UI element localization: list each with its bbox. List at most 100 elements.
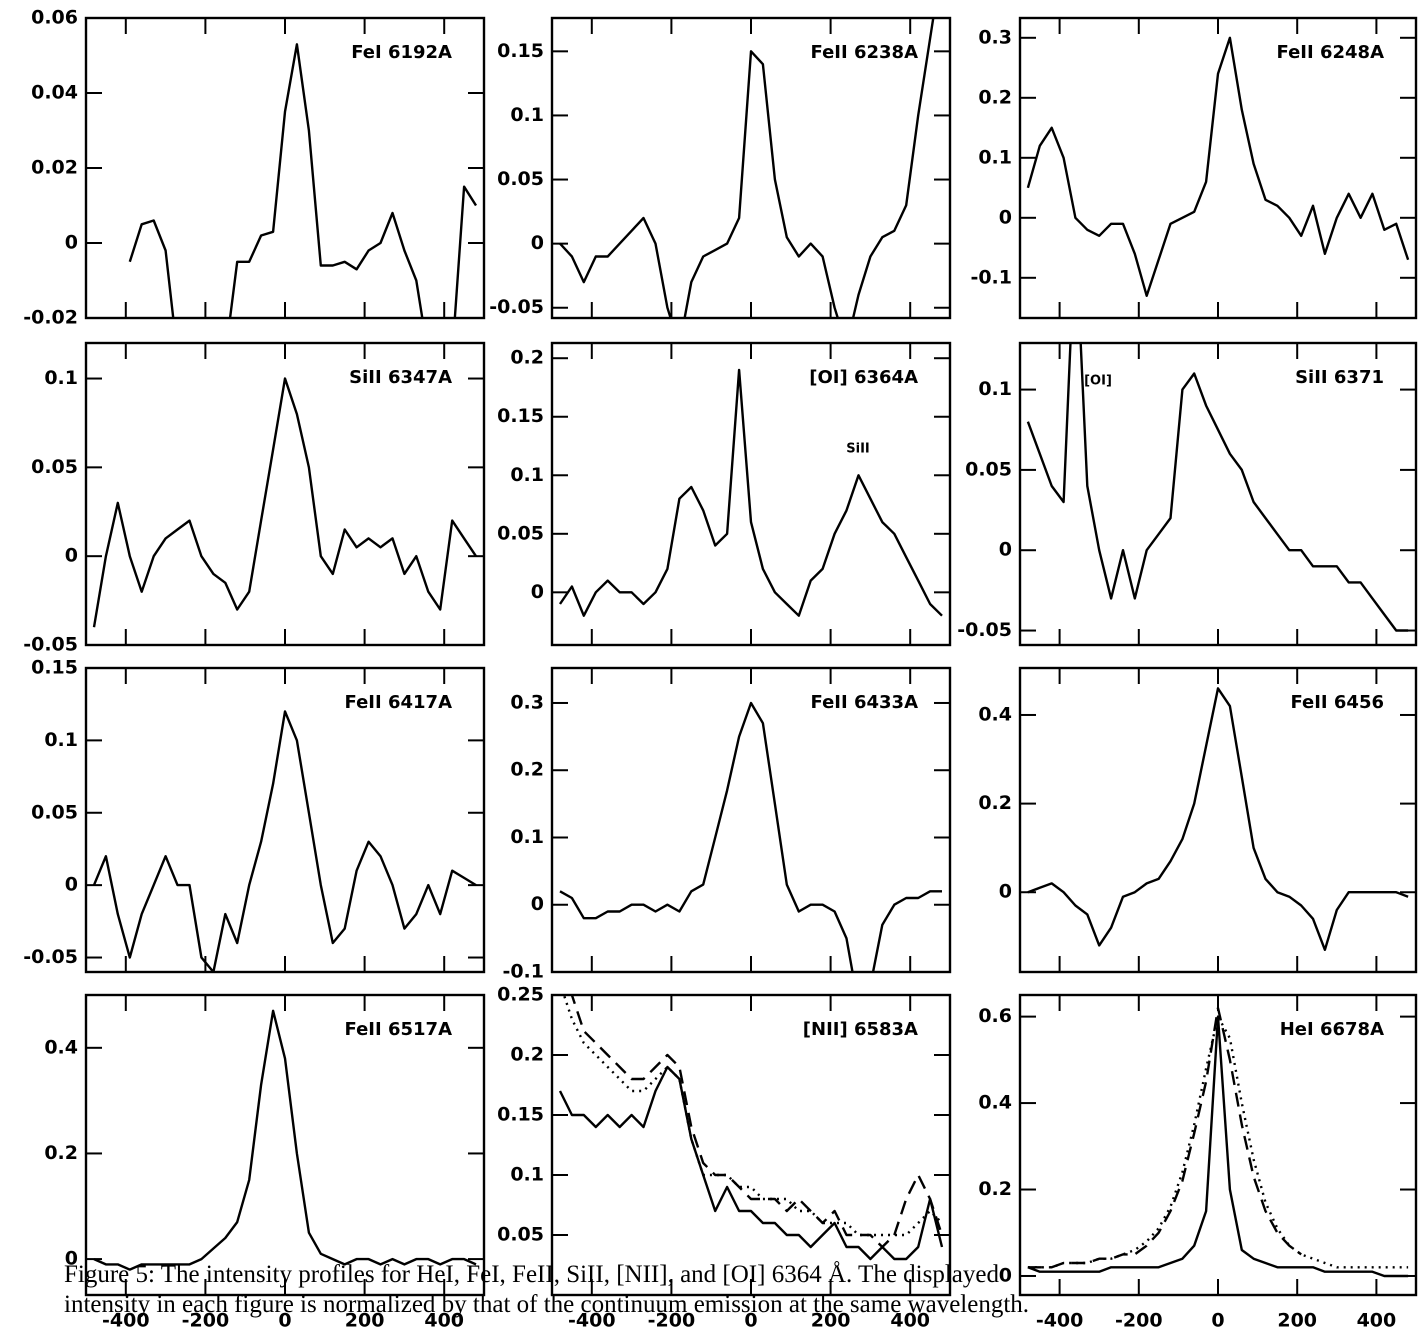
y-tick-label: 0.1 [510,104,544,126]
panel: -0.05 0 0.05 0.1 SiII 6371 [OI] [957,341,1418,647]
x-tick-label: -400 [1036,1310,1084,1332]
spectrum-line [1027,1015,1409,1278]
caption-line: Figure 5: The intensity profiles for HeI… [64,1261,999,1288]
y-tick-label: 0.1 [510,826,544,848]
y-tick-label: 0 [65,545,78,567]
y-tick-label: 0.4 [978,703,1012,725]
y-tick-label: 0.05 [31,456,78,478]
y-tick-label: 0.15 [497,1104,544,1126]
spectrum-line [1026,36,1410,297]
spectrum-line [92,710,477,972]
x-tick-label: 0 [278,1310,291,1332]
spectrum-line [558,1065,944,1261]
y-tick-label: -0.1 [970,266,1012,288]
y-tick-label: 0 [999,1264,1012,1286]
x-tick-label: -200 [182,1310,230,1332]
spectrum-line [1027,1015,1409,1269]
y-tick-label: 0 [999,206,1012,228]
frame [84,16,486,320]
y-tick-label: 0 [999,881,1012,903]
spectrum-line [559,701,942,972]
y-tick-label: 0.6 [978,1005,1012,1027]
y-tick-label: -0.02 [23,307,78,329]
frame [1018,993,1418,1297]
y-tick-label: -0.05 [23,634,78,656]
y-tick-label: 0.05 [965,458,1012,480]
y-tick-label: 0.3 [510,691,544,713]
y-tick-label: 0 [65,874,78,896]
y-tick-label: 0.1 [44,729,78,751]
y-tick-label: 0.1 [44,367,78,389]
panel: -0.05 0 0.05 0.1 0.15 FeII 6417A [23,657,486,974]
y-tick-label: 0.15 [31,657,78,679]
y-tick-label: 0 [531,581,544,603]
y-tick-label: 0.2 [978,1178,1012,1200]
y-tick-label: 0.06 [31,7,78,29]
x-tick-label: 0 [744,1310,757,1332]
y-tick-label: 0 [999,539,1012,561]
x-tick-label: 200 [1277,1310,1317,1332]
x-tick-label: 400 [424,1310,464,1332]
y-tick-label: 0.1 [978,378,1012,400]
spectrum-line [559,368,943,617]
panel-title: [NII] 6583A [803,1019,918,1040]
frame [550,666,952,974]
y-tick-label: 0.04 [31,82,78,104]
spectrum-line [128,43,478,318]
panel-title: FeII 6248A [1277,42,1385,63]
panel: -0.1 0 0.1 0.2 0.3 FeII 6433A [502,666,952,983]
frame [550,16,952,320]
x-tick-label: 200 [811,1310,851,1332]
y-tick-label: 0.05 [497,168,544,190]
y-tick-label: 0.25 [497,984,544,1006]
y-tick-label: 0.2 [44,1142,78,1164]
panel-title: FeII 6238A [811,42,919,63]
y-tick-label: 0.3 [978,26,1012,48]
y-tick-label: 0 [65,1248,78,1270]
panel-title: FeI 6192A [351,42,452,63]
y-tick-label: 0.15 [497,405,544,427]
panel-title: SiII 6347A [349,367,452,388]
panel: -0.05 0 0.05 0.1 SiII 6347A [23,341,486,656]
panel: 0 0.05 0.1 0.15 0.2 [OI] 6364A SiII [497,341,952,647]
annotation: [OI] [1084,374,1112,389]
y-tick-label: 0 [531,893,544,915]
panel-title: HeI 6678A [1280,1019,1384,1040]
y-tick-label: -0.05 [489,296,544,318]
y-tick-label: 0.1 [510,464,544,486]
y-tick-label: 0.2 [978,86,1012,108]
caption-line: intensity in each figure is normalized b… [64,1291,1029,1318]
y-tick-label: 0.1 [978,146,1012,168]
y-tick-label: -0.05 [23,946,78,968]
spectrum-line [1027,1006,1302,1269]
panel-title: [OI] 6364A [809,367,918,388]
y-tick-label: 0 [531,232,544,254]
y-tick-label: 0.1 [510,1164,544,1186]
y-tick-label: 0.4 [978,1092,1012,1114]
y-tick-label: -0.05 [957,619,1012,641]
panel: -0.02 0 0.02 0.04 0.06 FeI 6192A [23,7,486,329]
panel-title: FeII 6417A [345,692,453,713]
panel: 0 0.2 0.4 FeII 6456 [978,666,1418,974]
x-tick-label: 0 [1211,1310,1224,1332]
panel: 0 0.2 0.4 -400 -200 0 200 400 FeII 6517A [44,993,486,1332]
x-tick-label: -200 [1115,1310,1163,1332]
x-tick-label: -400 [568,1310,616,1332]
panel: -0.05 0 0.05 0.1 0.15 FeII 6238A [489,16,952,320]
y-tick-label: 0.05 [497,522,544,544]
y-tick-label: 0.05 [31,801,78,823]
y-tick-label: 0.2 [978,792,1012,814]
x-tick-label: 400 [1357,1310,1397,1332]
frame [1018,341,1418,647]
y-tick-label: -0.1 [502,961,544,983]
panel: 0.05 0.1 0.15 0.2 0.25 -400 -200 0 200 400 [NII] 6… [497,984,952,1332]
frame [84,341,486,647]
panel-title: FeII 6517A [345,1019,453,1040]
panel: -0.1 0 0.1 0.2 0.3 FeII 6248A [970,16,1418,320]
y-tick-label: 0.02 [31,157,78,179]
y-tick-label: 0.2 [510,759,544,781]
panel: 0 0.2 0.4 0.6 -400 -200 0 200 400 HeI 6678A [978,993,1418,1332]
y-tick-label: 0.4 [44,1036,78,1058]
frame [84,666,486,974]
